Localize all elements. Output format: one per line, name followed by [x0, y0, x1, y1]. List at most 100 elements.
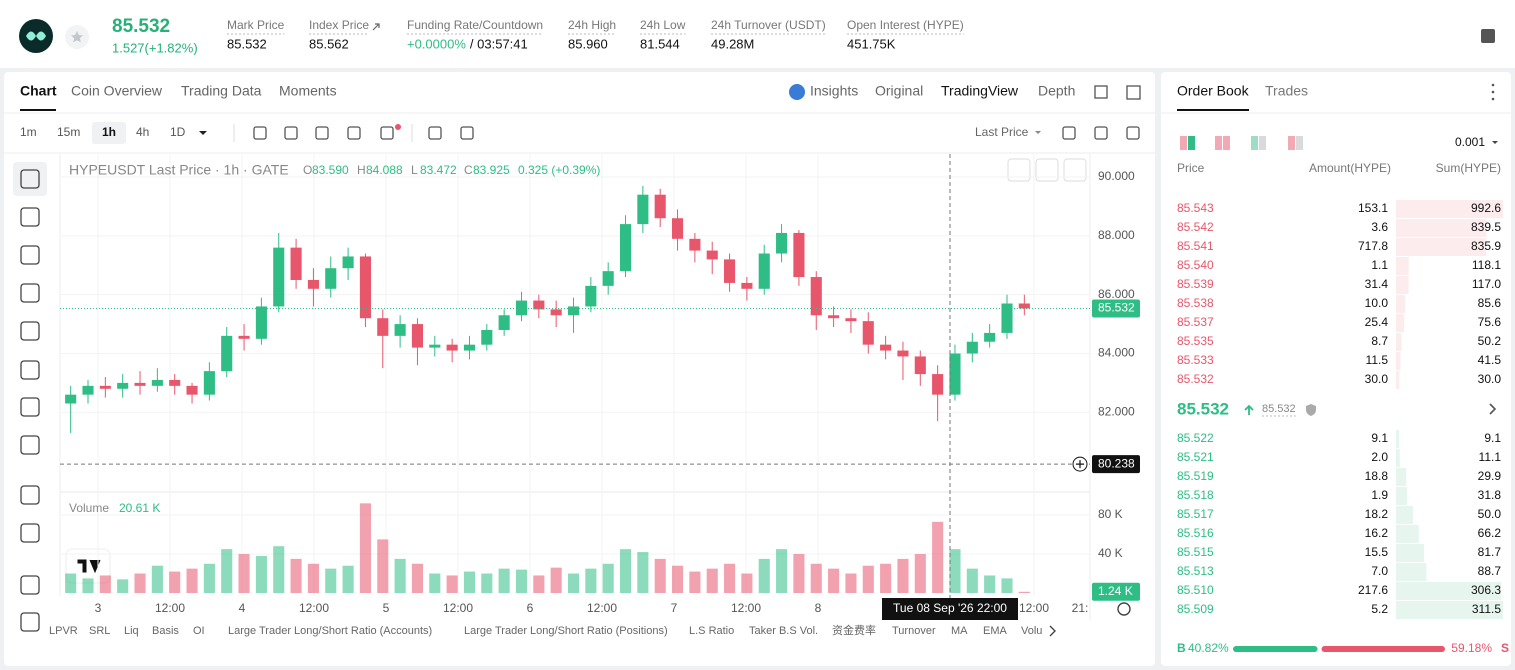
- volume-bar: [654, 558, 666, 593]
- drawing-tool[interactable]: [20, 575, 40, 595]
- toolbar-icon[interactable]: [1126, 126, 1140, 140]
- order-book-tab[interactable]: Trades: [1265, 83, 1308, 99]
- drawing-tool[interactable]: [20, 360, 40, 380]
- book-icon[interactable]: [1481, 29, 1495, 43]
- stat-value: 451.75K: [847, 36, 896, 51]
- dropdown-caret[interactable]: [1492, 141, 1498, 144]
- chart-tab[interactable]: Trading Data: [181, 83, 262, 99]
- last-price: 85.532: [112, 16, 170, 37]
- view-tab[interactable]: Original: [875, 83, 923, 99]
- volume-bar: [880, 563, 892, 593]
- stat-label: Mark Price: [227, 18, 285, 32]
- toolbar-icon[interactable]: [460, 126, 474, 140]
- indicator-tab[interactable]: L.S Ratio: [689, 625, 734, 637]
- menu-dot[interactable]: [1491, 90, 1495, 94]
- chart-button[interactable]: [1035, 158, 1059, 182]
- candle-body: [758, 253, 770, 289]
- interval[interactable]: 1m: [20, 125, 37, 139]
- menu-dot[interactable]: [1491, 83, 1495, 87]
- drawing-tool[interactable]: [20, 435, 40, 455]
- toolbar-icon[interactable]: [315, 126, 329, 140]
- indicator-tab[interactable]: Taker B.S Vol.: [749, 625, 818, 637]
- toolbar-icon[interactable]: [1094, 126, 1108, 140]
- indicator-tab[interactable]: Basis: [152, 625, 179, 637]
- layout-icon[interactable]: [1288, 136, 1295, 150]
- order-amount: 18.2: [1365, 507, 1389, 521]
- price-type-select[interactable]: Last Price: [975, 125, 1029, 139]
- drawing-tool[interactable]: [20, 612, 40, 632]
- indicator-tab[interactable]: 资金费率: [832, 623, 876, 637]
- volume-bar: [741, 573, 753, 593]
- chart-tab[interactable]: Coin Overview: [71, 83, 163, 99]
- interval[interactable]: 1D: [170, 125, 186, 139]
- toolbar-icon[interactable]: [347, 126, 361, 140]
- layout-icon[interactable]: [1215, 136, 1222, 150]
- ohlc-label: O: [303, 163, 312, 177]
- layout-icon[interactable]: [1223, 136, 1230, 150]
- link-arrow-icon: [372, 23, 380, 31]
- order-price: 85.535: [1177, 334, 1214, 348]
- toolbar-icon[interactable]: [380, 126, 394, 140]
- toolbar-icon[interactable]: [428, 126, 442, 140]
- interval[interactable]: 4h: [136, 125, 149, 139]
- indicator-tab[interactable]: Large Trader Long/Short Ratio (Accounts): [228, 625, 432, 637]
- drawing-tool[interactable]: [20, 485, 40, 505]
- drawing-tool[interactable]: [20, 397, 40, 417]
- layout-icon[interactable]: [1296, 136, 1303, 150]
- interval[interactable]: 1h: [102, 125, 116, 139]
- layout-icon[interactable]: [1251, 136, 1258, 150]
- order-amount: 30.0: [1365, 372, 1389, 386]
- view-tab[interactable]: Depth: [1038, 83, 1075, 99]
- chart-tab[interactable]: Moments: [279, 83, 337, 99]
- drawing-tool[interactable]: [20, 245, 40, 265]
- drawing-tool[interactable]: [20, 283, 40, 303]
- order-sum: 41.5: [1478, 353, 1502, 367]
- volume-legend: Volume: [69, 501, 109, 515]
- view-tab[interactable]: Insights: [810, 83, 858, 99]
- menu-dot[interactable]: [1491, 97, 1495, 101]
- indicator-tab[interactable]: MA: [951, 625, 968, 637]
- indicator-tab[interactable]: LPVR: [49, 625, 78, 637]
- x-tick-label: 4: [239, 601, 246, 615]
- order-price: 85.522: [1177, 431, 1214, 445]
- layout-icon[interactable]: [1259, 136, 1266, 150]
- drawing-tool[interactable]: [20, 207, 40, 227]
- indicator-tab[interactable]: EMA: [983, 625, 1008, 637]
- drawing-tool[interactable]: [20, 169, 40, 189]
- indicator-tab[interactable]: Volu: [1021, 625, 1042, 637]
- depth-bar: [1396, 449, 1400, 467]
- toolbar-icon[interactable]: [253, 126, 267, 140]
- indicator-tab[interactable]: Liq: [124, 625, 139, 637]
- indicator-tab[interactable]: Large Trader Long/Short Ratio (Positions…: [464, 625, 668, 637]
- scroll-arrow[interactable]: [1049, 625, 1056, 637]
- interval[interactable]: 15m: [57, 125, 80, 139]
- view-tab[interactable]: TradingView: [941, 83, 1019, 99]
- layout-icon[interactable]: [1188, 136, 1195, 150]
- window-icon[interactable]: [1126, 85, 1141, 100]
- settings-icon[interactable]: [1117, 602, 1131, 616]
- chevron[interactable]: [1489, 403, 1497, 415]
- volume-bar: [758, 558, 770, 593]
- candle-body: [932, 374, 944, 395]
- candle-body: [654, 194, 666, 219]
- expand-icon[interactable]: [1094, 85, 1108, 99]
- chart-tab[interactable]: Chart: [20, 83, 57, 99]
- chart-button[interactable]: [1063, 158, 1087, 182]
- toolbar-icon[interactable]: [1062, 126, 1076, 140]
- y-tick-label: 90.000: [1098, 169, 1135, 183]
- drawing-tool[interactable]: [20, 321, 40, 341]
- order-book-tab[interactable]: Order Book: [1177, 83, 1250, 99]
- chart-button[interactable]: [1007, 158, 1031, 182]
- toolbar-icon[interactable]: [284, 126, 298, 140]
- volume-bar: [845, 573, 857, 593]
- layout-icon[interactable]: [1180, 136, 1187, 150]
- drawing-tool[interactable]: [20, 523, 40, 543]
- precision-select[interactable]: 0.001: [1455, 135, 1485, 149]
- order-amount: 16.2: [1365, 526, 1389, 540]
- indicator-tab[interactable]: Turnover: [892, 625, 936, 637]
- dropdown-caret[interactable]: [1035, 131, 1041, 134]
- indicator-tab[interactable]: OI: [193, 625, 205, 637]
- dropdown-caret[interactable]: [199, 131, 207, 135]
- stat-value: 85.562: [309, 36, 349, 51]
- indicator-tab[interactable]: SRL: [89, 625, 110, 637]
